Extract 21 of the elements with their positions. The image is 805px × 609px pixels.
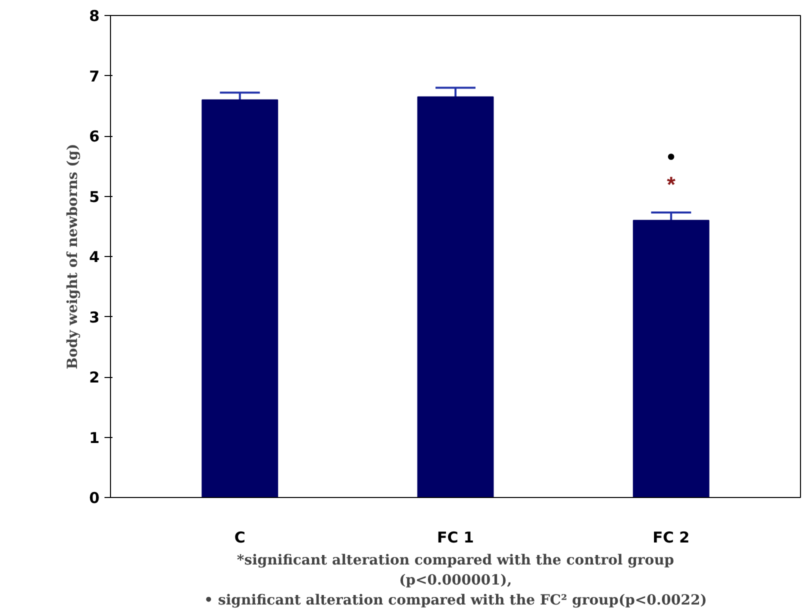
annotation: * bbox=[666, 172, 676, 197]
bar bbox=[632, 220, 710, 498]
y-tick-label: 4 bbox=[89, 248, 100, 266]
bar bbox=[417, 96, 494, 498]
y-tick-label: 6 bbox=[89, 128, 100, 146]
x-tick-label: C bbox=[234, 528, 246, 546]
y-tick-label: 8 bbox=[89, 7, 100, 25]
bar bbox=[202, 99, 278, 498]
annotation: • bbox=[667, 144, 675, 169]
text: • significant alteration compared with the FC² group(p<0.0022) bbox=[204, 592, 707, 608]
y-tick-label: 5 bbox=[89, 188, 100, 206]
y-tick-label: 0 bbox=[89, 489, 100, 507]
text: (p<0.000001), bbox=[399, 572, 512, 588]
x-tick-label: FC 2 bbox=[652, 528, 690, 546]
x-tick-label: FC 1 bbox=[437, 528, 474, 546]
y-tick-label: 1 bbox=[89, 428, 100, 447]
y-tick-label: 3 bbox=[89, 308, 100, 326]
y-axis-title: Body weight of newborns (g) bbox=[65, 144, 82, 370]
text: *significant alteration compared with the control group bbox=[236, 552, 674, 568]
y-tick-label: 2 bbox=[89, 368, 100, 386]
y-tick-label: 7 bbox=[89, 67, 100, 86]
